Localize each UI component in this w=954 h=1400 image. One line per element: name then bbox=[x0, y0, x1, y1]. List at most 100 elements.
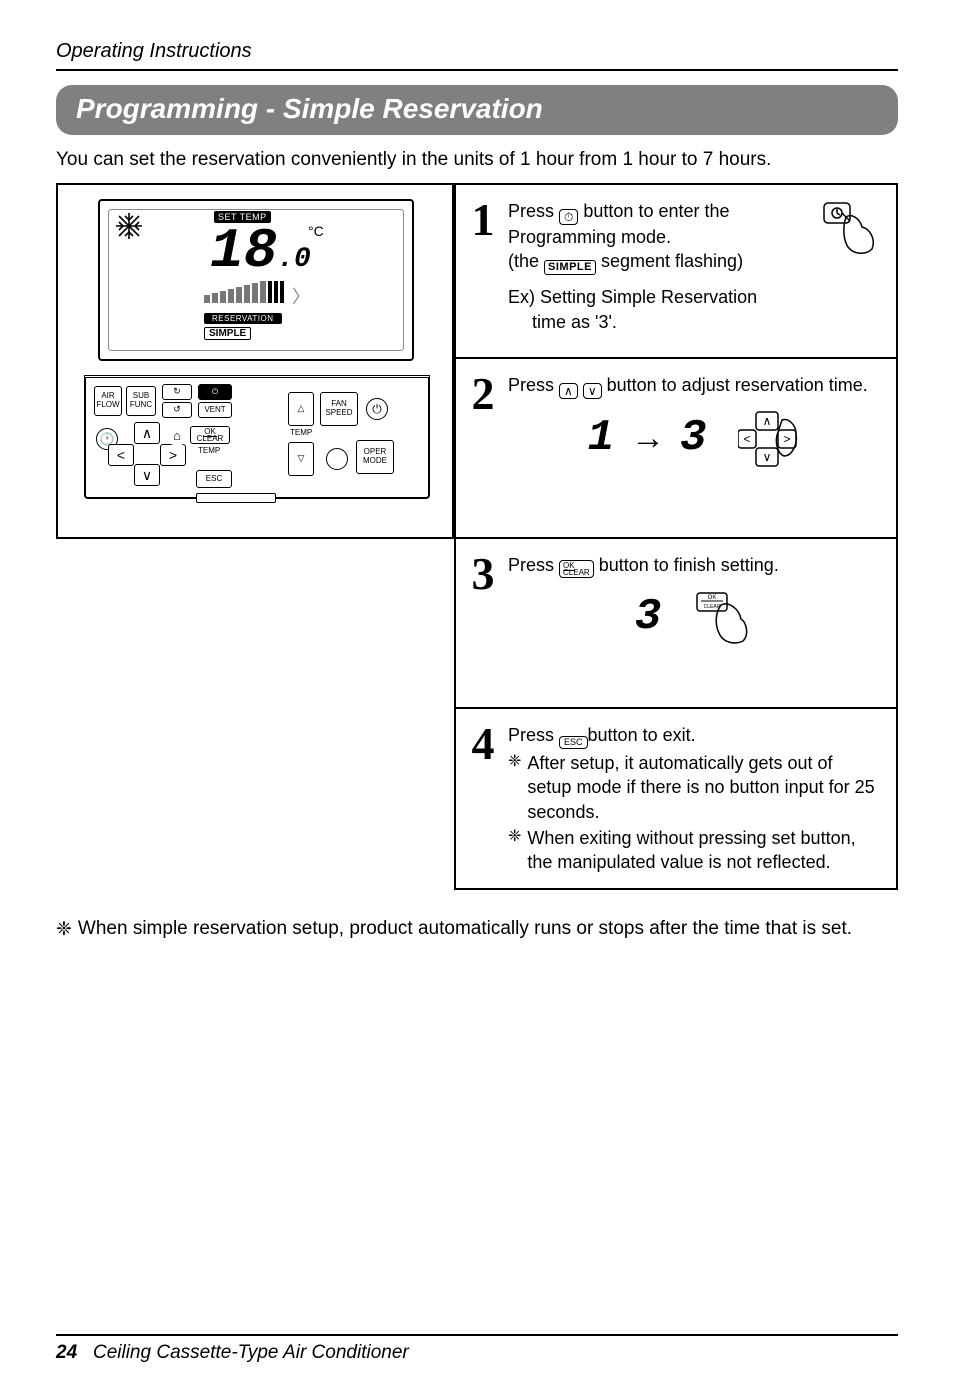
s1-t2b: segment flashing) bbox=[596, 251, 743, 271]
s1-t3b: time as '3'. bbox=[532, 312, 617, 332]
s3-post: button to finish setting. bbox=[594, 555, 779, 575]
step-2-row: 2 Press ∧ ∨ button to adjust reservation… bbox=[466, 373, 880, 468]
temp-label-2: TEMP bbox=[290, 428, 312, 437]
step-3-row: 3 Press OKCLEAR button to finish setting… bbox=[466, 553, 880, 648]
vent-button[interactable]: VENT bbox=[198, 402, 232, 418]
s4-note1-text: After setup, it automatically gets out o… bbox=[527, 751, 880, 824]
svg-text:<: < bbox=[744, 432, 751, 446]
s1-t3: Ex) Setting Simple Reservation bbox=[508, 287, 757, 307]
control-panel: AIR FLOW SUB FUNC ↻ ↺ ⏻ VENT 🕐 ∧ ∨ < > ⌂… bbox=[84, 375, 430, 499]
ok-clear-icon-inline: OKCLEAR bbox=[559, 560, 594, 578]
dpad-press-icon: ∧ ∨ < > bbox=[738, 410, 800, 468]
running-header: Operating Instructions bbox=[56, 40, 898, 63]
note-symbol-1: ❈ bbox=[508, 751, 521, 773]
up-icon-inline: ∧ bbox=[559, 383, 578, 399]
air-flow-button[interactable]: AIR FLOW bbox=[94, 386, 122, 416]
page-title: Programming - Simple Reservation bbox=[56, 85, 898, 135]
hand-press-icon bbox=[820, 199, 880, 257]
step-2-box: 2 Press ∧ ∨ button to adjust reservation… bbox=[454, 359, 898, 539]
intro-text: You can set the reservation conveniently… bbox=[56, 149, 898, 171]
sub-func-button[interactable]: SUB FUNC bbox=[126, 386, 156, 416]
step-2-number: 2 bbox=[466, 373, 500, 414]
lcd-screen: SET TEMP 18.0 °C 〉 RESERVA bbox=[98, 199, 414, 361]
air-flow-label: AIR FLOW bbox=[96, 392, 119, 410]
swing2-icon: ↺ bbox=[173, 405, 181, 415]
simple-label: SIMPLE bbox=[204, 327, 251, 340]
step-1-number: 1 bbox=[466, 199, 500, 240]
step-2-text: Press ∧ ∨ button to adjust reservation t… bbox=[508, 373, 880, 468]
s3-clear: CLEAR bbox=[563, 568, 590, 577]
power-icon: ⏻ bbox=[212, 388, 218, 397]
svg-text:∧: ∧ bbox=[763, 414, 772, 428]
step-1-row: 1 Press ⏱ button to enter the Programmin… bbox=[466, 199, 880, 344]
footnote-text: When simple reservation setup, product a… bbox=[78, 918, 852, 941]
power-icon-2: ⏻ bbox=[372, 402, 382, 417]
fan-speed-label: FAN SPEED bbox=[325, 400, 352, 418]
seg-from: 1 bbox=[588, 413, 616, 463]
step-4-box: 4 Press ESCbutton to exit. ❈ After setup… bbox=[454, 709, 898, 890]
snowflake-icon bbox=[114, 211, 144, 248]
fan-speed-button[interactable]: FAN SPEED bbox=[320, 392, 358, 426]
temp-unit: °C bbox=[308, 223, 324, 239]
power-round-button[interactable]: ⏻ bbox=[366, 398, 388, 420]
s3-pre: Press bbox=[508, 555, 559, 575]
home-icon: ⌂ bbox=[166, 424, 188, 446]
power-button[interactable]: ⏻ bbox=[198, 384, 232, 400]
s4-note-2: ❈ When exiting without pressing set butt… bbox=[508, 826, 880, 875]
steps-column: 1 Press ⏱ button to enter the Programmin… bbox=[454, 183, 898, 890]
step-2-visual: 1 → 3 ∧ ∨ < > bbox=[508, 409, 880, 468]
oper-mode-button[interactable]: OPER MODE bbox=[356, 440, 394, 474]
swing2-button[interactable]: ↺ bbox=[162, 402, 192, 418]
left-column: SET TEMP 18.0 °C 〉 RESERVA bbox=[56, 183, 454, 890]
temp-value: 18.0 bbox=[210, 219, 311, 283]
svg-text:∨: ∨ bbox=[763, 450, 772, 464]
page: Operating Instructions Programming - Sim… bbox=[0, 0, 954, 1400]
s4-note-1: ❈ After setup, it automatically gets out… bbox=[508, 751, 880, 824]
footnote-symbol: ❈ bbox=[56, 918, 72, 941]
swing1-button[interactable]: ↻ bbox=[162, 384, 192, 400]
tri-up-button[interactable]: △ bbox=[288, 392, 314, 426]
esc-button[interactable]: ESC bbox=[196, 470, 232, 488]
note-symbol-2: ❈ bbox=[508, 826, 521, 848]
vent-label: VENT bbox=[204, 406, 225, 415]
footer-rule bbox=[56, 1334, 898, 1336]
reservation-label: RESERVATION bbox=[204, 313, 282, 324]
step-3-text: Press OKCLEAR button to finish setting. … bbox=[508, 553, 880, 648]
sub-func-label: SUB FUNC bbox=[130, 392, 152, 410]
step-4-text: Press ESCbutton to exit. ❈ After setup, … bbox=[508, 723, 880, 874]
hand-press-icon-2: OKCLEAR bbox=[693, 589, 753, 647]
ok-clear-button[interactable]: OK CLEAR bbox=[190, 426, 230, 444]
footer-text: 24 Ceiling Cassette-Type Air Conditioner bbox=[56, 1342, 898, 1364]
page-number: 24 bbox=[56, 1342, 77, 1363]
clock-icon-inline: ⏱ bbox=[559, 209, 578, 225]
seg-to: 3 bbox=[680, 413, 708, 463]
ok-label: OK bbox=[203, 427, 217, 437]
indicator-led bbox=[326, 448, 348, 470]
s4-note2-text: When exiting without pressing set button… bbox=[527, 826, 880, 875]
temp-digits: 18 bbox=[210, 219, 277, 283]
right-button[interactable]: > bbox=[160, 444, 186, 466]
temp-label: TEMP bbox=[198, 446, 220, 455]
tri-down-button[interactable]: ▽ bbox=[288, 442, 314, 476]
step-1-text: Press ⏱ button to enter the Programming … bbox=[508, 199, 812, 344]
panel-slot bbox=[196, 493, 276, 503]
up-button[interactable]: ∧ bbox=[134, 422, 160, 444]
step-1-box: 1 Press ⏱ button to enter the Programmin… bbox=[454, 183, 898, 359]
esc-icon-inline: ESC bbox=[559, 736, 588, 749]
down-icon-inline: ∨ bbox=[583, 383, 602, 399]
left-button[interactable]: < bbox=[108, 444, 134, 466]
step-3-box: 3 Press OKCLEAR button to finish setting… bbox=[454, 539, 898, 709]
header-rule bbox=[56, 69, 898, 71]
arrow-right-icon: → bbox=[631, 419, 665, 457]
svg-text:>: > bbox=[784, 432, 791, 446]
simple-segment-inline: SIMPLE bbox=[544, 260, 596, 275]
swing1-icon: ↻ bbox=[173, 387, 181, 397]
seg-val: 3 bbox=[635, 588, 663, 647]
content-row: SET TEMP 18.0 °C 〉 RESERVA bbox=[56, 183, 898, 890]
esc-label: ESC bbox=[206, 475, 222, 484]
s2-post: button to adjust reservation time. bbox=[602, 375, 868, 395]
s4-post: button to exit. bbox=[588, 725, 696, 745]
svg-text:OK: OK bbox=[708, 595, 717, 601]
s1-t2a: (the bbox=[508, 251, 544, 271]
down-button[interactable]: ∨ bbox=[134, 464, 160, 486]
